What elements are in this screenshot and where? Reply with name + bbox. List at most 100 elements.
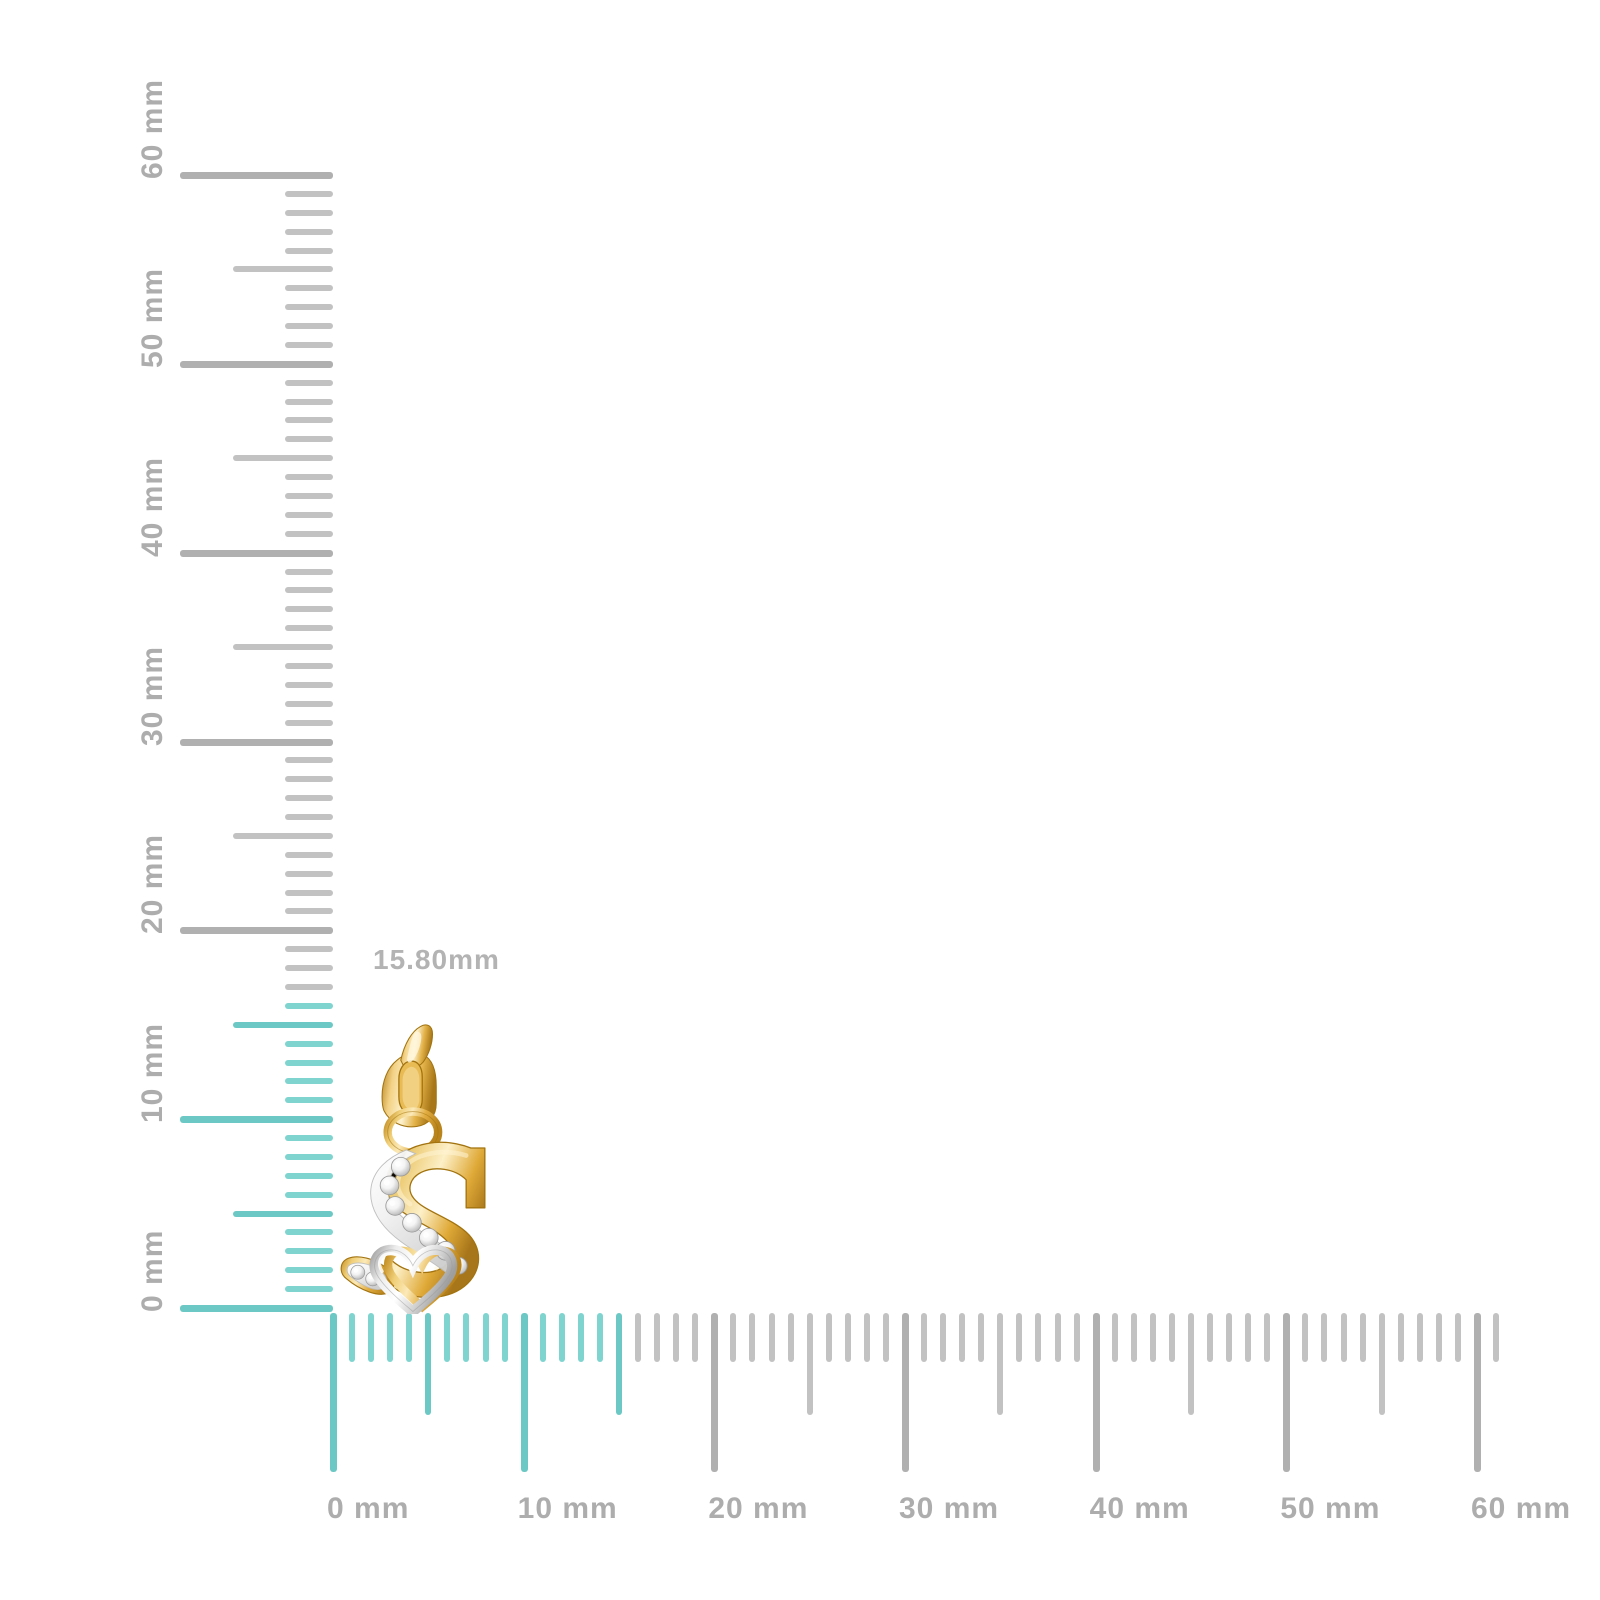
horizontal-tick-16mm [635, 1313, 642, 1362]
vertical-tick-39mm [285, 568, 333, 575]
vertical-tick-32mm [285, 700, 333, 707]
horizontal-axis-label-0mm: 0 mm [327, 1492, 410, 1525]
vertical-tick-1mm [285, 1286, 333, 1293]
horizontal-tick-56mm [1397, 1313, 1404, 1362]
vertical-tick-37mm [285, 606, 333, 613]
vertical-tick-45mm [233, 455, 333, 462]
horizontal-tick-12mm [558, 1313, 565, 1362]
vertical-tick-57mm [285, 228, 333, 235]
vertical-tick-59mm [285, 190, 333, 197]
vertical-axis-label-20mm: 20 mm [136, 834, 169, 935]
vertical-tick-49mm [285, 379, 333, 386]
vertical-tick-25mm [233, 832, 333, 839]
vertical-tick-46mm [285, 436, 333, 443]
horizontal-tick-17mm [654, 1313, 661, 1362]
vertical-tick-26mm [285, 814, 333, 821]
vertical-tick-53mm [285, 304, 333, 311]
vertical-tick-7mm [285, 1172, 333, 1179]
vertical-tick-27mm [285, 795, 333, 802]
horizontal-axis-label-20mm: 20 mm [708, 1492, 809, 1525]
vertical-tick-15mm [233, 1021, 333, 1028]
horizontal-tick-42mm [1130, 1313, 1137, 1362]
vertical-tick-55mm [233, 266, 333, 273]
horizontal-axis-label-30mm: 30 mm [899, 1492, 1000, 1525]
vertical-tick-36mm [285, 625, 333, 632]
horizontal-tick-47mm [1226, 1313, 1233, 1362]
vertical-tick-41mm [285, 530, 333, 537]
horizontal-tick-7mm [463, 1313, 470, 1362]
vertical-tick-40mm [180, 549, 333, 557]
horizontal-tick-24mm [787, 1313, 794, 1362]
horizontal-axis-label-50mm: 50 mm [1280, 1492, 1381, 1525]
vertical-tick-0mm [180, 1305, 333, 1312]
vertical-tick-14mm [285, 1040, 333, 1047]
horizontal-tick-55mm [1378, 1313, 1385, 1415]
horizontal-tick-46mm [1207, 1313, 1214, 1362]
vertical-tick-52mm [285, 323, 333, 330]
vertical-tick-42mm [285, 511, 333, 518]
vertical-tick-60mm [180, 172, 333, 179]
horizontal-tick-43mm [1149, 1313, 1156, 1362]
horizontal-tick-9mm [501, 1313, 508, 1362]
horizontal-tick-1mm [349, 1313, 356, 1362]
vertical-tick-16mm [285, 1002, 333, 1009]
horizontal-tick-34mm [978, 1313, 985, 1362]
horizontal-tick-38mm [1054, 1313, 1061, 1362]
vertical-tick-19mm [285, 946, 333, 953]
vertical-tick-47mm [285, 417, 333, 424]
vertical-tick-54mm [285, 285, 333, 292]
horizontal-tick-13mm [577, 1313, 584, 1362]
vertical-axis-label-30mm: 30 mm [136, 645, 169, 746]
vertical-tick-8mm [285, 1153, 333, 1160]
vertical-tick-9mm [285, 1135, 333, 1142]
horizontal-tick-4mm [406, 1313, 413, 1362]
horizontal-tick-0mm [330, 1313, 337, 1472]
vertical-tick-31mm [285, 719, 333, 726]
pendant-bail [381, 1024, 437, 1128]
horizontal-tick-39mm [1073, 1313, 1080, 1362]
vertical-tick-44mm [285, 474, 333, 481]
horizontal-tick-23mm [768, 1313, 775, 1362]
horizontal-tick-45mm [1188, 1313, 1194, 1415]
horizontal-tick-26mm [825, 1313, 832, 1362]
vertical-axis-label-40mm: 40 mm [136, 456, 169, 557]
vertical-tick-20mm [180, 927, 333, 935]
horizontal-tick-54mm [1359, 1313, 1366, 1362]
horizontal-axis-label-40mm: 40 mm [1089, 1492, 1190, 1525]
heart-white-gold [369, 1244, 458, 1319]
vertical-tick-17mm [285, 983, 333, 990]
vertical-tick-24mm [285, 851, 333, 858]
horizontal-axis-label-10mm: 10 mm [517, 1492, 618, 1525]
horizontal-tick-36mm [1016, 1313, 1023, 1362]
horizontal-tick-37mm [1035, 1313, 1042, 1362]
horizontal-tick-60mm [1474, 1313, 1481, 1472]
product-image [326, 1006, 513, 1319]
horizontal-tick-50mm [1283, 1313, 1291, 1472]
vertical-tick-22mm [285, 889, 333, 896]
horizontal-tick-58mm [1435, 1313, 1442, 1362]
vertical-tick-43mm [285, 493, 333, 500]
horizontal-tick-11mm [539, 1313, 546, 1362]
vertical-tick-5mm [233, 1210, 333, 1217]
vertical-tick-4mm [285, 1229, 333, 1236]
vertical-axis-label-50mm: 50 mm [136, 267, 169, 368]
vertical-tick-56mm [285, 247, 333, 254]
horizontal-tick-27mm [844, 1313, 851, 1362]
horizontal-tick-53mm [1340, 1313, 1347, 1362]
horizontal-tick-30mm [902, 1313, 909, 1472]
horizontal-tick-22mm [749, 1313, 756, 1362]
vertical-tick-3mm [285, 1248, 333, 1255]
vertical-tick-30mm [180, 738, 333, 746]
horizontal-tick-6mm [444, 1313, 451, 1362]
vertical-axis-label-60mm: 60 mm [136, 78, 169, 179]
horizontal-tick-61mm [1493, 1313, 1500, 1362]
vertical-tick-18mm [285, 965, 333, 972]
vertical-tick-58mm [285, 209, 333, 216]
horizontal-tick-18mm [673, 1313, 680, 1362]
horizontal-tick-59mm [1454, 1313, 1461, 1362]
horizontal-tick-29mm [882, 1313, 889, 1362]
vertical-tick-12mm [285, 1078, 333, 1085]
horizontal-tick-51mm [1302, 1313, 1309, 1362]
horizontal-tick-8mm [482, 1313, 489, 1362]
